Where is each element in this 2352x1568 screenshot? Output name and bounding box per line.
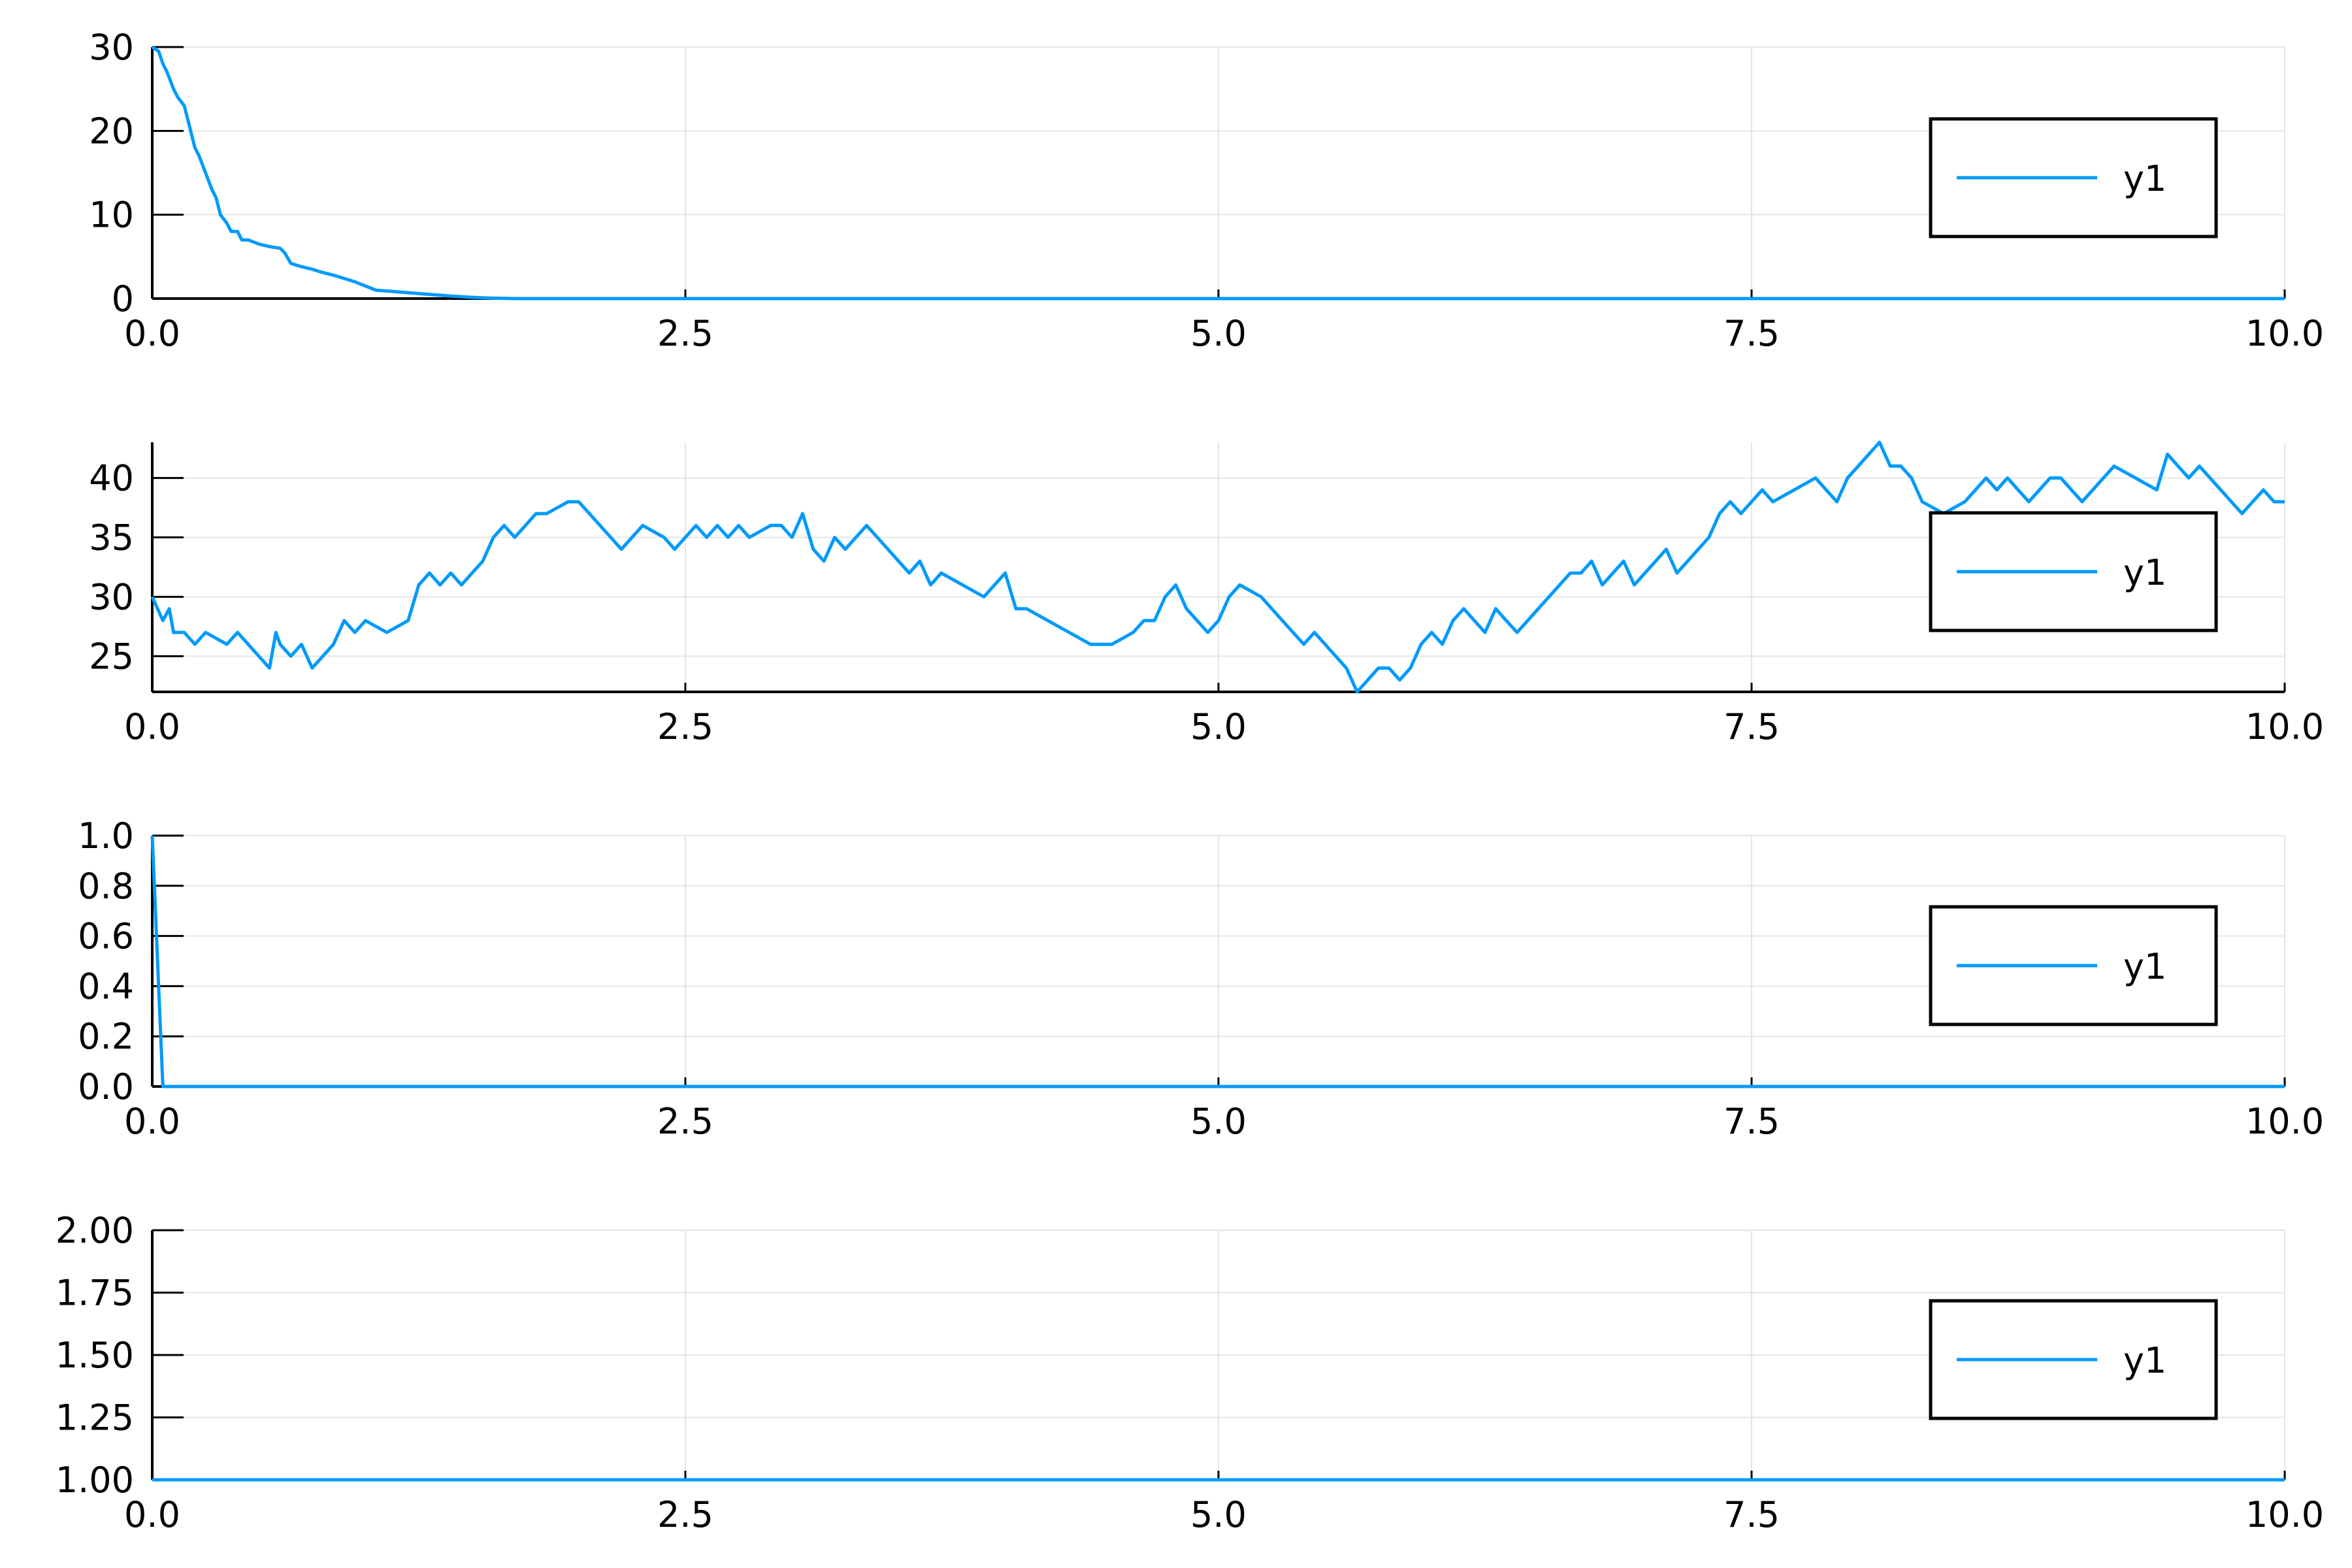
subplot-1: 0.0 2.5 5.0 7.5 10.0 0 10 20 30 y1 xyxy=(89,27,2324,354)
y-tick-label: 10 xyxy=(89,195,134,236)
y-tick-label: 0 xyxy=(112,278,134,319)
legend: y1 xyxy=(1929,511,2218,632)
x-tick-label: 0.0 xyxy=(124,1101,180,1142)
x-tick-label: 10.0 xyxy=(2246,1494,2324,1535)
x-tick-label: 7.5 xyxy=(1723,1101,1780,1142)
legend-label: y1 xyxy=(2123,1340,2166,1381)
x-tick-label: 7.5 xyxy=(1723,313,1780,354)
subplot-2: 0.0 2.5 5.0 7.5 10.0 25 30 35 40 y1 xyxy=(89,440,2324,747)
x-tick-label: 5.0 xyxy=(1190,1494,1247,1535)
legend: y1 xyxy=(1929,117,2218,238)
y-tick-label: 40 xyxy=(89,458,134,499)
x-tick-label: 0.0 xyxy=(124,706,180,747)
y-tick-label: 1.25 xyxy=(56,1397,134,1439)
y-tick-label: 1.50 xyxy=(56,1335,134,1376)
y-tick-label: 35 xyxy=(89,517,134,559)
legend-label: y1 xyxy=(2123,158,2166,199)
x-tick-label: 2.5 xyxy=(657,1494,713,1535)
x-tick-label: 5.0 xyxy=(1190,1101,1247,1142)
legend-label: y1 xyxy=(2123,946,2166,987)
y-tick-label: 0.2 xyxy=(78,1016,134,1057)
x-tick-label: 7.5 xyxy=(1723,1494,1780,1535)
subplot-3: 0.0 2.5 5.0 7.5 10.0 0.0 0.2 0.4 0.6 0.8 1.0 y1 xyxy=(78,815,2324,1142)
y-tick-label: 0.6 xyxy=(78,916,134,957)
y-tick-label: 1.75 xyxy=(56,1273,134,1314)
y-tick-label: 30 xyxy=(89,27,134,68)
x-tick-label: 7.5 xyxy=(1723,706,1780,747)
x-tick-label: 0.0 xyxy=(124,1494,180,1535)
subplot-4: 0.0 2.5 5.0 7.5 10.0 1.00 1.25 1.50 1.75 2.00 y1 xyxy=(56,1210,2324,1535)
series-line-y1 xyxy=(151,45,2285,301)
series-line-y1 xyxy=(150,835,2285,1088)
y-tick-label: 0.0 xyxy=(78,1066,134,1107)
legend-label: y1 xyxy=(2123,552,2166,593)
x-tick-label: 5.0 xyxy=(1190,706,1247,747)
y-tick-label: 0.4 xyxy=(78,966,134,1007)
y-tick-label: 2.00 xyxy=(56,1210,134,1251)
x-tick-label: 10.0 xyxy=(2246,1101,2324,1142)
legend: y1 xyxy=(1929,1299,2218,1420)
x-tick-label: 10.0 xyxy=(2246,313,2324,354)
legend: y1 xyxy=(1929,905,2218,1026)
x-tick-label: 2.5 xyxy=(657,706,713,747)
x-tick-label: 2.5 xyxy=(657,313,713,354)
x-tick-label: 2.5 xyxy=(657,1101,713,1142)
x-tick-label: 0.0 xyxy=(124,313,180,354)
series-line-y1 xyxy=(150,440,2285,694)
y-tick-label: 1.0 xyxy=(78,815,134,857)
y-tick-label: 20 xyxy=(89,110,134,152)
x-tick-label: 10.0 xyxy=(2246,706,2324,747)
y-tick-label: 0.8 xyxy=(78,866,134,907)
y-tick-label: 30 xyxy=(89,576,134,617)
y-tick-label: 1.00 xyxy=(56,1460,134,1501)
x-tick-label: 5.0 xyxy=(1190,313,1247,354)
y-tick-label: 25 xyxy=(89,636,134,677)
